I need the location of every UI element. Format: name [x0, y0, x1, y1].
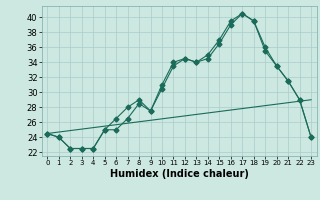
X-axis label: Humidex (Indice chaleur): Humidex (Indice chaleur)	[110, 169, 249, 179]
